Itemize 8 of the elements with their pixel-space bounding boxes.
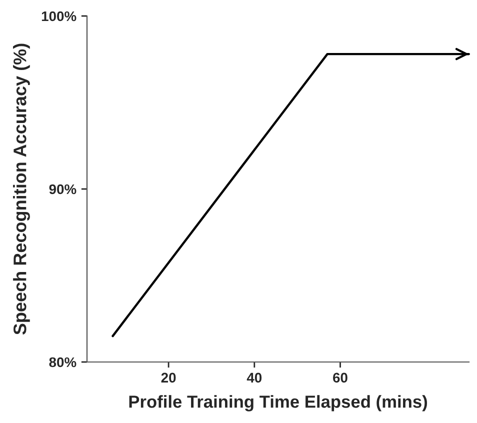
x-tick-label: 40 bbox=[246, 372, 262, 383]
y-tick-label: 80% bbox=[49, 357, 76, 368]
x-axis-title: Profile Training Time Elapsed (mins) bbox=[129, 395, 428, 412]
y-axis-title: Speech Recognition Accuracy (%) bbox=[13, 44, 30, 335]
x-tick-label: 20 bbox=[161, 372, 176, 383]
y-tick-label: 100% bbox=[42, 11, 76, 22]
x-tick-label: 60 bbox=[333, 372, 348, 383]
y-tick-label: 90% bbox=[49, 184, 76, 194]
